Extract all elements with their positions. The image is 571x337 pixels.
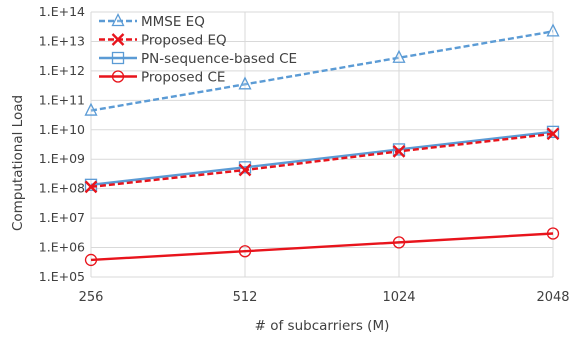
legend-label: Proposed CE xyxy=(141,70,225,86)
marker-x-stroke xyxy=(84,180,98,194)
legend-marker xyxy=(111,13,125,27)
legend-label: Proposed EQ xyxy=(141,33,227,49)
legend: MMSE EQ Proposed EQ PN-sequence-based CE Pr… xyxy=(99,13,297,86)
series-layer xyxy=(84,23,560,267)
marker-x-stroke xyxy=(238,163,252,177)
series-proposed-eq xyxy=(84,127,560,194)
marker-x-stroke xyxy=(392,145,406,158)
y-tick-label: 1.E+05 xyxy=(39,269,85,284)
y-tick-label: 1.E+07 xyxy=(39,210,85,225)
y-tick-label: 1.E+06 xyxy=(39,240,85,255)
y-tick-label: 1.E+10 xyxy=(39,122,85,137)
data-point xyxy=(546,125,560,139)
legend-marker xyxy=(111,33,125,46)
legend-marker xyxy=(111,51,125,65)
y-axis-title: Computational Load xyxy=(10,95,26,231)
data-point xyxy=(546,23,560,37)
marker-x-stroke xyxy=(546,127,560,141)
series-pn-sequence-based-ce xyxy=(84,125,560,191)
data-point xyxy=(392,49,406,63)
x-axis-title: # of subcarriers (M) xyxy=(255,318,390,334)
series-mmse-eq xyxy=(84,23,560,116)
series-line xyxy=(90,130,554,187)
data-point xyxy=(392,143,406,156)
y-tick-label: 1.E+14 xyxy=(39,4,85,19)
data-point xyxy=(84,180,98,194)
y-tick-label: 1.E+12 xyxy=(39,63,85,78)
marker-x-stroke xyxy=(111,33,125,46)
data-point xyxy=(546,227,560,240)
legend-label: PN-sequence-based CE xyxy=(141,51,297,67)
legend-entry: Proposed EQ xyxy=(99,33,227,49)
y-tick-label: 1.E+08 xyxy=(39,181,85,196)
y-tick-label: 1.E+13 xyxy=(39,33,85,48)
legend-entry: PN-sequence-based CE xyxy=(99,51,297,67)
data-point xyxy=(238,76,252,90)
data-point xyxy=(392,236,406,249)
data-point xyxy=(84,102,98,116)
series-proposed-ce xyxy=(84,227,560,267)
legend-label: MMSE EQ xyxy=(141,14,205,30)
series-line xyxy=(90,30,554,112)
data-point xyxy=(84,253,98,267)
data-point xyxy=(238,163,252,177)
legend-marker xyxy=(111,70,125,83)
x-tick-label: 1024 xyxy=(382,290,415,305)
data-point xyxy=(84,178,98,191)
y-tick-label: 1.E+11 xyxy=(39,92,85,107)
data-point xyxy=(238,161,252,174)
data-point xyxy=(546,127,560,141)
series-line xyxy=(90,132,554,189)
y-tick-label: 1.E+09 xyxy=(39,151,85,166)
legend-entry: MMSE EQ xyxy=(99,13,205,30)
axis-layer: 1.E+05 1.E+06 1.E+07 1.E+08 1.E+09 1.E+10 1.E+… xyxy=(39,4,570,305)
series-line xyxy=(90,232,554,262)
x-tick-label: 256 xyxy=(79,290,104,305)
data-point xyxy=(392,145,406,158)
x-tick-label: 2048 xyxy=(536,290,569,305)
data-point xyxy=(238,245,252,258)
legend-entry: Proposed CE xyxy=(99,70,225,86)
x-tick-label: 512 xyxy=(233,290,258,305)
